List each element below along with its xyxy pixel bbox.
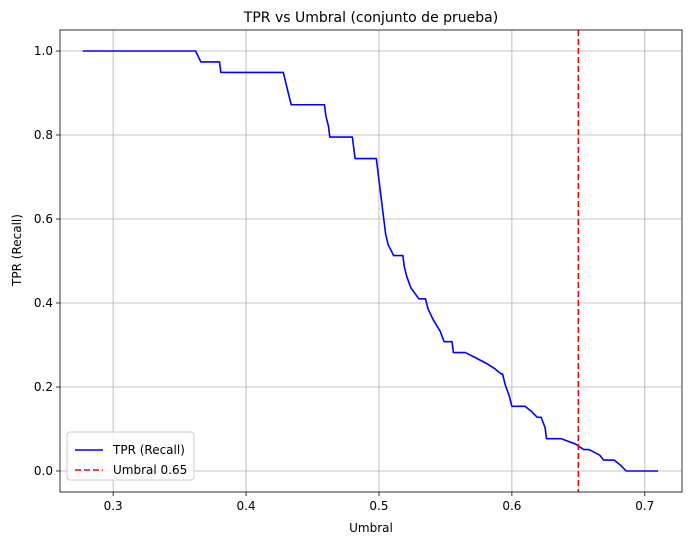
x-tick-label: 0.6 [502, 499, 521, 513]
x-tick-label: 0.7 [635, 499, 654, 513]
y-tick-label: 0.2 [34, 380, 53, 394]
x-tick-label: 0.5 [369, 499, 388, 513]
y-tick-label: 0.6 [34, 212, 53, 226]
x-axis-label: Umbral [349, 521, 393, 535]
legend-threshold-label: Umbral 0.65 [113, 463, 187, 477]
y-tick-label: 0.8 [34, 128, 53, 142]
y-axis-label: TPR (Recall) [10, 214, 24, 287]
y-tick-label: 1.0 [34, 44, 53, 58]
tpr-series-line [82, 50, 659, 472]
legend-box [66, 431, 195, 481]
x-tick-label: 0.3 [104, 499, 123, 513]
legend-tpr-label: TPR (Recall) [112, 443, 185, 457]
y-tick-label: 0.0 [34, 464, 53, 478]
series-layer [82, 30, 659, 492]
legend: TPR (Recall) Umbral 0.65 [66, 431, 195, 481]
chart-title: TPR vs Umbral (conjunto de prueba) [243, 10, 498, 26]
y-tick-label: 0.4 [34, 296, 53, 310]
plot-frame [59, 29, 683, 493]
x-tick-label: 0.4 [237, 499, 256, 513]
ticks: 0.3 0.4 0.5 0.6 0.7 0.0 0.2 0.4 0.6 0.8 1.0 [34, 44, 654, 513]
